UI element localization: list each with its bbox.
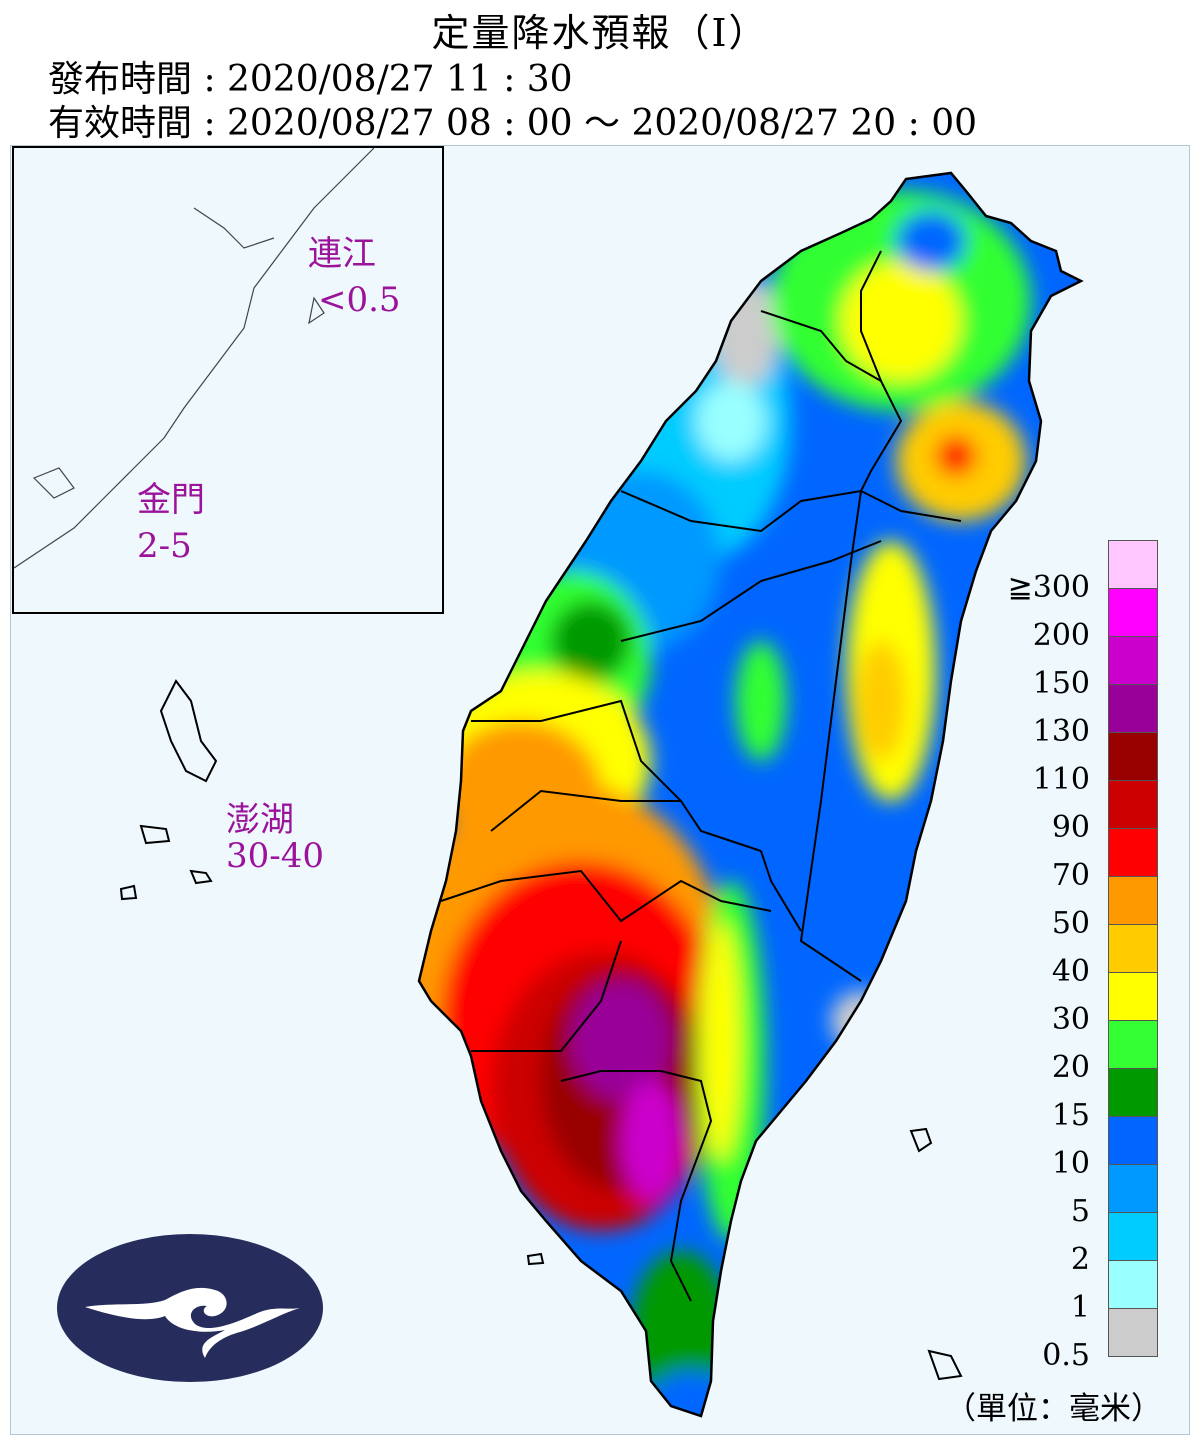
kinmen-name: 金門 [137, 480, 205, 520]
legend-label: 1 [1070, 1290, 1090, 1325]
map-title: 定量降水預報（Ⅰ） [431, 11, 769, 55]
legend-swatch [1108, 1021, 1158, 1069]
legend-label: ≧300 [1007, 570, 1090, 605]
county-boundaries [440, 250, 962, 1302]
issue-time: 發布時間 : 2020/08/27 11 : 30 [48, 59, 573, 100]
legend-label: 30 [1051, 1002, 1090, 1037]
legend-swatch [1108, 1261, 1158, 1309]
legend-label: 110 [1032, 762, 1090, 797]
kinmen-value: 2-5 [137, 526, 192, 566]
legend-label: 90 [1051, 810, 1090, 845]
legend-swatch [1108, 1069, 1158, 1117]
lienchiang-value: <0.5 [318, 280, 401, 320]
china-coast-map [13, 147, 375, 569]
legend-swatch [1108, 877, 1158, 925]
legend-label: 40 [1051, 954, 1090, 989]
legend-swatch [1108, 1309, 1158, 1357]
lienchiang-name: 連江 [308, 234, 376, 274]
cwb-logo [57, 1234, 323, 1382]
legend-swatch [1108, 733, 1158, 781]
legend-swatch [1108, 925, 1158, 973]
legend-label: 150 [1032, 666, 1090, 701]
legend-label: 130 [1032, 714, 1090, 749]
legend-label: 200 [1032, 618, 1090, 653]
legend-swatch [1108, 1165, 1158, 1213]
legend-swatch [1108, 637, 1158, 685]
offshore-inset [12, 146, 444, 614]
legend-swatch [1108, 540, 1158, 589]
legend-label: 20 [1051, 1050, 1090, 1085]
legend-swatch [1108, 685, 1158, 733]
valid-time: 有效時間 : 2020/08/27 08 : 00 ～ 2020/08/27 2… [48, 103, 978, 144]
legend-label: 2 [1070, 1242, 1090, 1277]
legend-swatch [1108, 1117, 1158, 1165]
legend-label: 70 [1051, 858, 1090, 893]
legend-label: 10 [1051, 1146, 1090, 1181]
unit-label: （單位：毫米） [945, 1391, 1162, 1427]
legend-swatch [1108, 1213, 1158, 1261]
islands [119, 679, 963, 1381]
legend-swatch [1108, 781, 1158, 829]
penghu-name: 澎湖 [226, 800, 294, 840]
rainfall-legend [1108, 540, 1158, 1357]
legend-label: 5 [1070, 1194, 1090, 1229]
legend-label: 0.5 [1042, 1338, 1090, 1373]
legend-swatch [1108, 829, 1158, 877]
legend-label: 15 [1051, 1098, 1090, 1133]
taiwan-rainfall-map [119, 171, 1083, 1418]
legend-swatch [1108, 973, 1158, 1021]
legend-swatch [1108, 589, 1158, 637]
penghu-value: 30-40 [226, 836, 325, 876]
legend-label: 50 [1051, 906, 1090, 941]
